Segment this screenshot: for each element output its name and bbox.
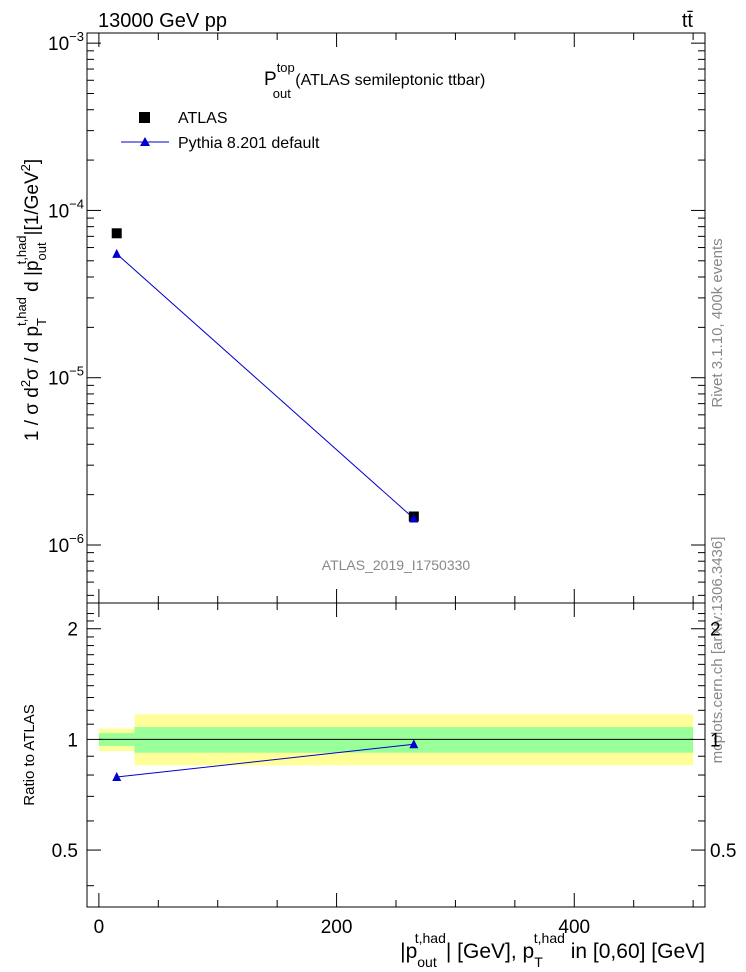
- ratio-y-tick-label-right-0: 0.5: [710, 841, 736, 862]
- ratio-pythia-line: [116, 743, 414, 778]
- main-y-tick-label-0: 10−6: [48, 531, 84, 557]
- ratio-pythia-point-1: [409, 739, 419, 749]
- main-y-tick-label-1: 10−5: [48, 364, 84, 390]
- mcplots-label: mcplots.cern.ch [arXiv:1306.3436]: [709, 537, 726, 764]
- ratio-y-axis-label: Ratio to ATLAS: [21, 704, 38, 805]
- title-sub: out: [273, 86, 291, 101]
- process-label: tt̄: [682, 10, 694, 32]
- title-sup: top: [277, 60, 295, 75]
- legend-pythia-marker: [140, 137, 150, 146]
- main-y-axis-label: 1 / σ d2σ / d pTt,had d |poutt,had|[1/Ge…: [14, 159, 49, 441]
- svg-text:1 / σ d2σ / d pTt,had d |poutt: 1 / σ d2σ / d pTt,had d |poutt,had|[1/Ge…: [14, 159, 49, 441]
- chart-marks: 10−6 10−5 10−4 10−3 0 200 400 0.5 0.5 1 1 2 2: [48, 29, 736, 938]
- ratio-x-tick-label-1: 200: [321, 917, 353, 938]
- analysis-id: ATLAS_2019_I1750330: [322, 557, 471, 573]
- legend-atlas-marker: [139, 112, 150, 123]
- main-y-tick-label-2: 10−4: [48, 196, 84, 222]
- ratio-pythia-point-0: [112, 772, 122, 782]
- legend: ATLAS Pythia 8.201 default: [121, 110, 320, 152]
- pythia-point-0: [112, 248, 122, 258]
- ratio-y-tick-label-right-1: 1: [710, 730, 721, 751]
- ratio-x-tick-label-0: 0: [94, 917, 105, 938]
- x-axis-label: |poutt,had| [GeV], pTt,had in [0,60] [Ge…: [400, 930, 705, 970]
- rivet-label: Rivet 3.1.10, 400k events: [709, 238, 726, 407]
- atlas-point-0: [111, 228, 122, 239]
- ratio-y-tick-label-right-2: 2: [710, 620, 721, 641]
- main-y-tick-label-3: 10−3: [48, 29, 84, 55]
- ratio-y-tick-label-2: 2: [67, 620, 78, 641]
- title-rest: (ATLAS semileptonic ttbar): [291, 72, 485, 89]
- svg-text:|poutt,had| [GeV], pTt,had in: |poutt,had| [GeV], pTt,had in [0,60] [Ge…: [400, 930, 705, 970]
- pythia-point-1: [409, 513, 419, 523]
- legend-pythia-label: Pythia 8.201 default: [178, 135, 320, 152]
- ratio-y-tick-label-1: 1: [67, 730, 78, 751]
- plot-title: Ptop out (ATLAS semileptonic ttbar): [264, 60, 485, 101]
- title-main: P: [264, 69, 277, 90]
- pythia-line: [116, 253, 415, 519]
- legend-atlas-label: ATLAS: [178, 110, 228, 127]
- ratio-x-tick-label-2: 400: [558, 917, 590, 938]
- collision-label: 13000 GeV pp: [98, 10, 227, 32]
- ratio-y-tick-label-0: 0.5: [52, 841, 78, 862]
